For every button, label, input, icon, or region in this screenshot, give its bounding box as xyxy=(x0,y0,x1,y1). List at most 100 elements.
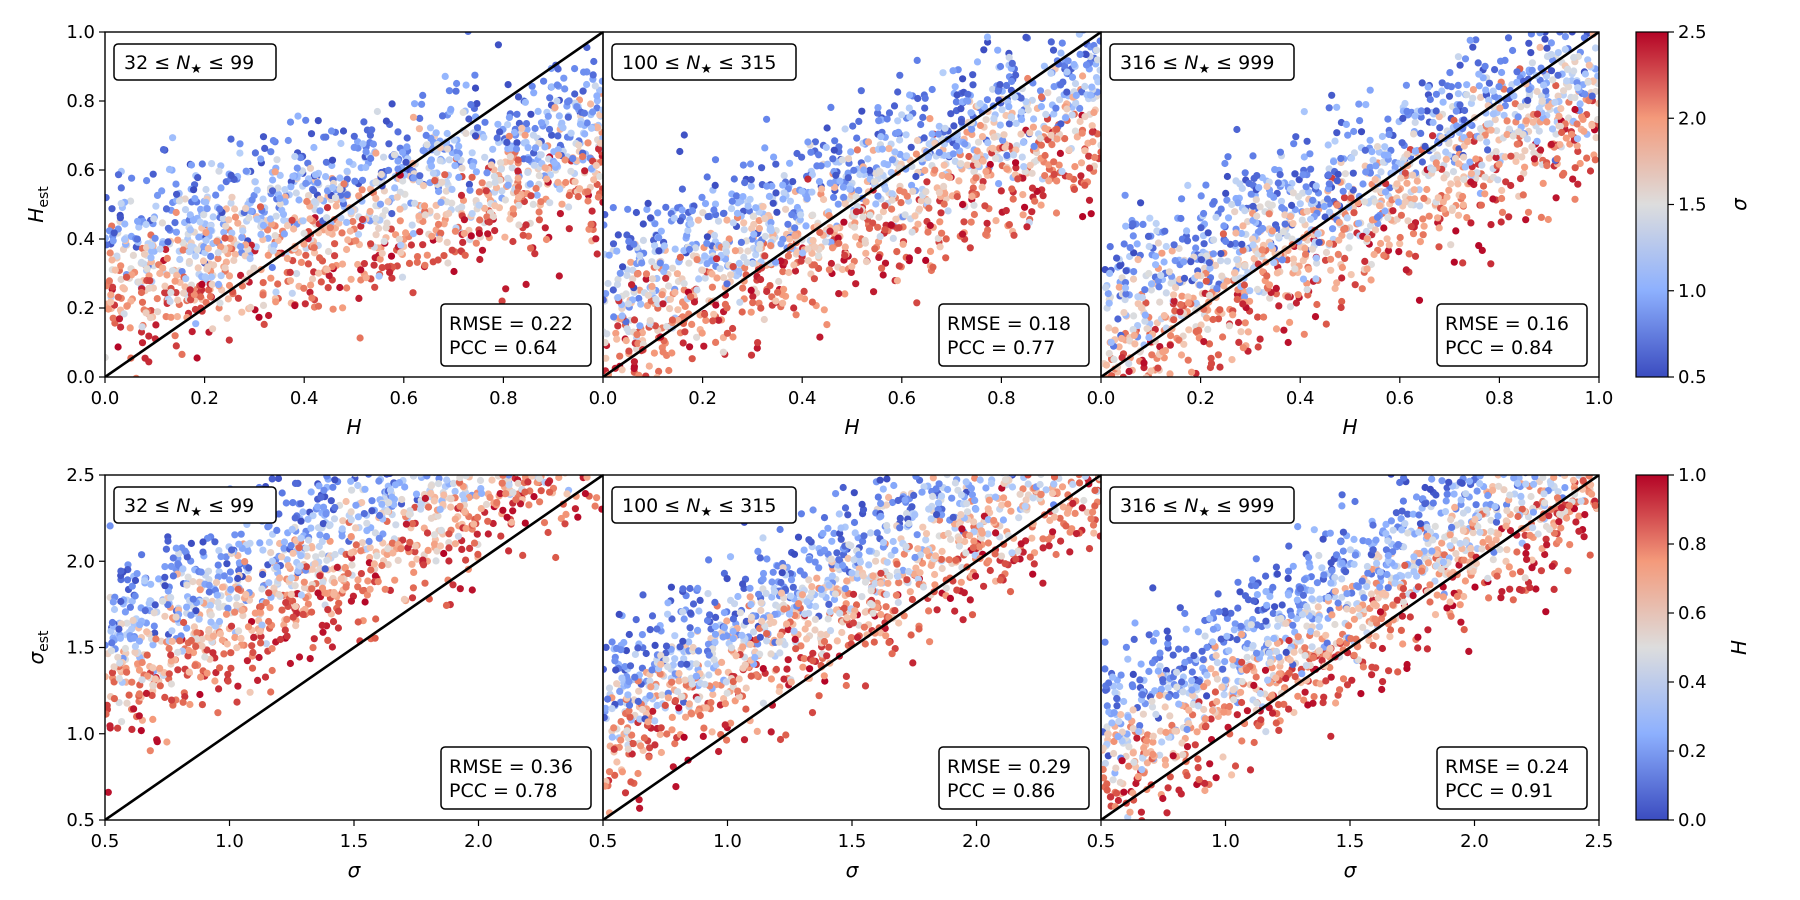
data-point xyxy=(894,88,902,96)
data-point xyxy=(1561,33,1569,41)
data-point xyxy=(797,257,805,265)
y-tick-label: 0.6 xyxy=(66,160,95,181)
data-point xyxy=(1432,159,1440,167)
data-point xyxy=(544,112,552,120)
data-point xyxy=(358,186,366,194)
data-point xyxy=(1202,252,1211,260)
data-point xyxy=(1357,128,1366,136)
data-point xyxy=(1524,96,1532,104)
data-point xyxy=(1202,181,1210,189)
data-point xyxy=(1206,291,1214,299)
range-label-frame xyxy=(611,43,797,81)
data-point xyxy=(1091,153,1099,161)
data-point xyxy=(1466,158,1474,166)
data-point xyxy=(1019,211,1027,219)
data-point xyxy=(1233,295,1241,303)
data-point xyxy=(670,214,678,222)
data-point xyxy=(1102,361,1111,369)
data-point xyxy=(421,261,429,269)
data-point xyxy=(732,192,741,200)
data-point xyxy=(883,115,891,123)
data-point xyxy=(453,153,461,161)
data-point xyxy=(784,252,793,260)
data-point xyxy=(1512,157,1520,165)
data-point xyxy=(1509,132,1517,140)
data-point xyxy=(741,179,749,187)
data-point xyxy=(419,182,428,190)
data-point xyxy=(1078,88,1086,96)
data-point xyxy=(1105,324,1113,332)
data-point xyxy=(949,67,957,75)
data-point xyxy=(434,220,443,228)
data-point xyxy=(838,156,846,164)
data-point xyxy=(1498,186,1506,195)
data-point xyxy=(859,213,867,221)
data-point xyxy=(504,81,512,89)
data-point xyxy=(419,147,427,155)
data-point xyxy=(1137,199,1145,207)
data-point xyxy=(158,187,166,195)
data-point xyxy=(1155,283,1163,291)
data-point xyxy=(652,295,660,303)
data-point xyxy=(1241,262,1249,270)
data-point xyxy=(1516,175,1525,183)
data-point xyxy=(216,205,224,213)
data-point xyxy=(671,245,679,253)
data-point xyxy=(1241,319,1249,327)
data-point xyxy=(862,198,870,206)
data-point xyxy=(1363,265,1371,273)
data-point xyxy=(1210,198,1218,206)
data-point xyxy=(413,258,421,266)
data-point xyxy=(714,217,723,225)
data-point xyxy=(1558,128,1566,137)
data-point xyxy=(265,311,273,320)
data-point xyxy=(763,182,771,190)
data-point xyxy=(1061,135,1069,143)
data-point xyxy=(1052,209,1061,217)
data-point xyxy=(609,204,617,212)
data-point xyxy=(739,161,748,169)
data-point xyxy=(605,251,613,259)
data-point xyxy=(521,131,529,139)
data-point xyxy=(674,316,682,324)
data-point xyxy=(270,241,278,249)
data-point xyxy=(1355,100,1363,108)
data-point xyxy=(323,187,332,195)
data-point xyxy=(214,249,222,257)
data-point xyxy=(138,298,147,306)
data-point xyxy=(1216,363,1224,371)
data-point xyxy=(364,577,372,585)
data-point xyxy=(355,192,363,200)
data-point xyxy=(164,587,172,595)
data-point xyxy=(870,288,878,296)
data-point xyxy=(365,467,372,474)
data-point xyxy=(1217,250,1225,258)
data-point xyxy=(105,353,109,362)
data-point xyxy=(134,278,143,286)
data-point xyxy=(889,234,897,242)
data-point xyxy=(1143,325,1151,333)
data-point xyxy=(1209,315,1217,324)
data-point xyxy=(1460,175,1468,184)
data-point xyxy=(339,517,347,525)
data-point xyxy=(1429,166,1437,174)
data-point xyxy=(1377,239,1385,248)
data-point xyxy=(660,242,669,250)
data-point xyxy=(639,220,647,228)
data-point xyxy=(543,175,551,183)
data-point xyxy=(1366,222,1375,230)
data-point xyxy=(559,124,567,132)
data-point xyxy=(574,193,582,201)
data-point xyxy=(525,156,533,164)
data-point xyxy=(345,158,353,166)
data-point xyxy=(143,177,151,185)
data-point xyxy=(127,197,135,205)
data-point xyxy=(416,172,424,180)
range-label-frame xyxy=(113,43,277,81)
data-point xyxy=(703,233,712,241)
data-point xyxy=(1072,91,1080,99)
data-point xyxy=(1547,67,1556,75)
data-point xyxy=(1009,195,1017,203)
data-point xyxy=(142,243,151,252)
